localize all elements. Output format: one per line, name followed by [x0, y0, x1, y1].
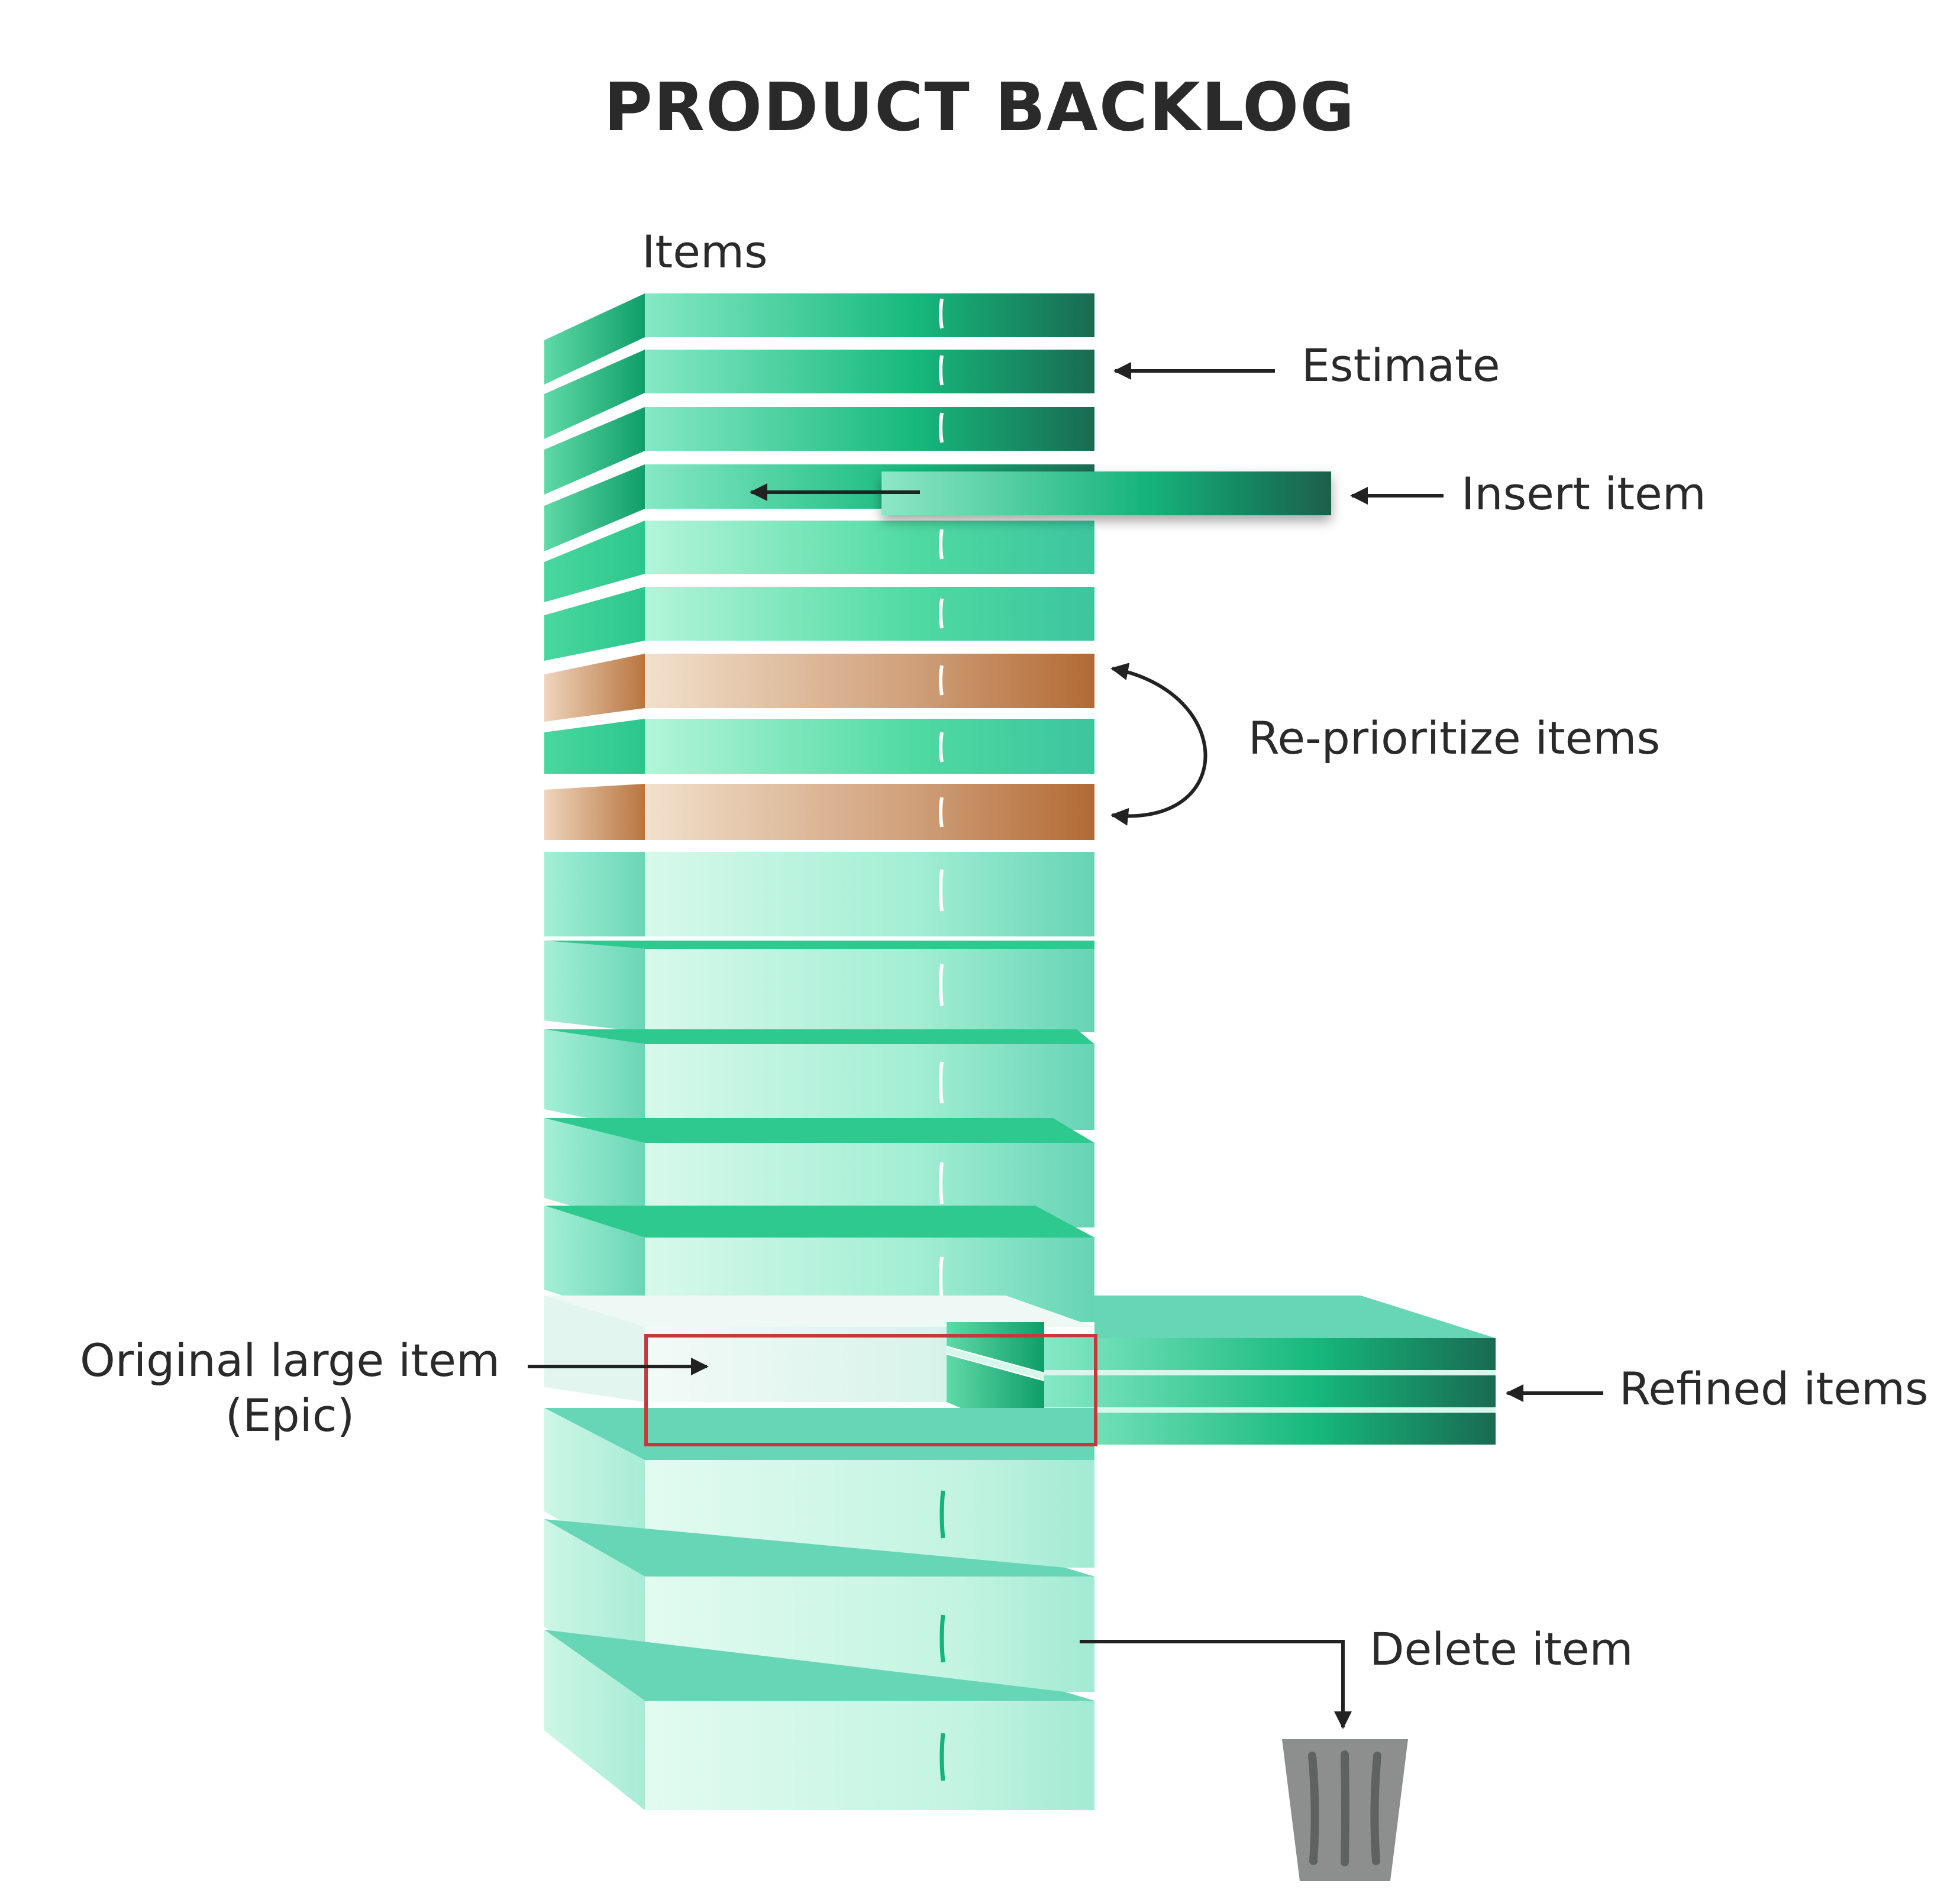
- epic-label-line2: (Epic): [225, 1389, 355, 1442]
- insert-item-label: Insert item: [1461, 467, 1706, 520]
- backlog-item-5: [544, 521, 1094, 602]
- epic-highlight-box: [644, 1334, 1097, 1446]
- estimate-label: Estimate: [1302, 339, 1500, 392]
- epic-label-line1: Original large item: [79, 1334, 500, 1387]
- original-epic-item: [544, 1296, 1094, 1402]
- insert-item-bar: [881, 471, 1331, 515]
- backlog-item-6: [544, 587, 1094, 661]
- reprioritize-label: Re-prioritize items: [1248, 712, 1661, 764]
- backlog-item-3: [544, 407, 1094, 495]
- backlog-item-15: [544, 1630, 1094, 1810]
- backlog-item-8: [544, 852, 1094, 936]
- diagram-title: PRODUCT BACKLOG: [603, 69, 1356, 146]
- arrows: [528, 362, 1603, 1729]
- refined-items-label: Refined items: [1619, 1362, 1929, 1415]
- trash-can-icon: [1282, 1739, 1408, 1881]
- reprioritize-arrow: [1110, 663, 1207, 826]
- backlog-item-7: [544, 719, 1094, 774]
- backlog-item-1: [544, 293, 1094, 385]
- delete-arrow: [1080, 1640, 1352, 1729]
- delete-item-label: Delete item: [1370, 1623, 1633, 1675]
- refined-items: [945, 1296, 1496, 1445]
- backlog-item-9: [544, 941, 1094, 1032]
- backlog-item-2: [544, 350, 1094, 439]
- reprioritize-item-a: [544, 654, 1094, 722]
- items-label: Items: [642, 225, 768, 278]
- backlog-item-10: [544, 1029, 1094, 1130]
- reprioritize-item-b: [544, 784, 1094, 840]
